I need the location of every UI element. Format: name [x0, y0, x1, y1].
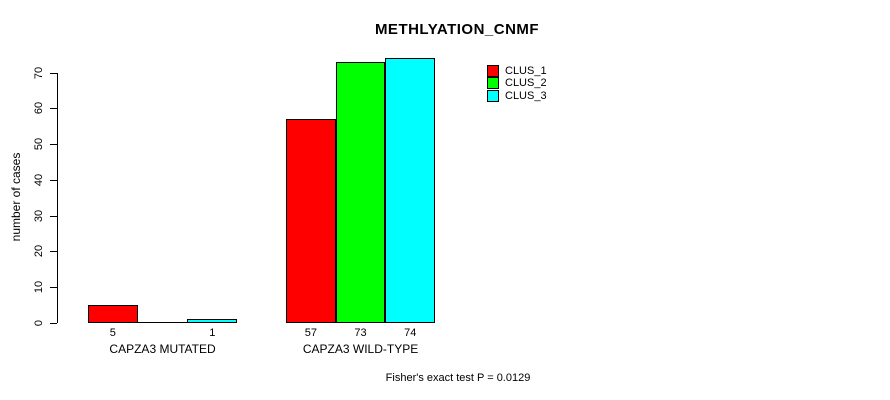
y-tick [50, 108, 57, 110]
bar-value-label: 1 [209, 327, 216, 339]
legend-row-clus_3: CLUS_3 [487, 89, 547, 102]
y-tick-label: 50 [33, 138, 45, 151]
y-tick-label: 40 [33, 173, 45, 187]
y-tick-label: 10 [33, 281, 45, 294]
bar-clus_2-capza3-wild-type [335, 62, 386, 323]
legend-swatch-clus_1 [487, 65, 499, 77]
legend-swatch-clus_2 [487, 77, 499, 90]
y-tick [50, 179, 57, 181]
y-tick [50, 144, 57, 146]
bar-clus_2-capza3-mutated [137, 322, 188, 323]
legend-swatch-clus_3 [487, 89, 499, 102]
category-label: CAPZA3 MUTATED [109, 342, 216, 356]
legend-row-clus_1: CLUS_1 [487, 65, 547, 77]
y-tick [50, 287, 57, 289]
legend-label: CLUS_2 [505, 77, 547, 90]
category-label: CAPZA3 WILD-TYPE [302, 342, 419, 356]
annotation-fisher-test: Fisher's exact test P = 0.0129 [385, 372, 531, 384]
bar-clus_1-capza3-wild-type [286, 119, 336, 323]
y-tick-label: 30 [33, 209, 45, 222]
bar-value-label: 73 [354, 327, 367, 339]
bar-value-label: 5 [109, 327, 116, 339]
bar-clus_3-capza3-mutated [187, 319, 238, 323]
y-tick [50, 251, 57, 253]
legend-row-clus_2: CLUS_2 [487, 77, 547, 90]
y-tick-label: 70 [33, 66, 45, 79]
bar-value-label: 57 [304, 327, 317, 339]
bar-clus_3-capza3-wild-type [385, 58, 436, 323]
y-tick [50, 72, 57, 74]
chart-title: METHLYATION_CNMF [374, 21, 540, 38]
y-tick-label: 0 [33, 319, 45, 327]
y-axis-title: number of cases [9, 152, 23, 242]
y-tick [50, 323, 57, 324]
y-axis-line [57, 72, 58, 323]
y-tick-label: 60 [33, 102, 45, 115]
legend-label: CLUS_1 [505, 65, 547, 77]
legend-label: CLUS_3 [505, 89, 547, 102]
y-tick-label: 20 [33, 245, 45, 258]
y-tick [50, 215, 57, 217]
bar-clus_1-capza3-mutated [88, 305, 138, 323]
bar-value-label: 74 [404, 327, 417, 339]
